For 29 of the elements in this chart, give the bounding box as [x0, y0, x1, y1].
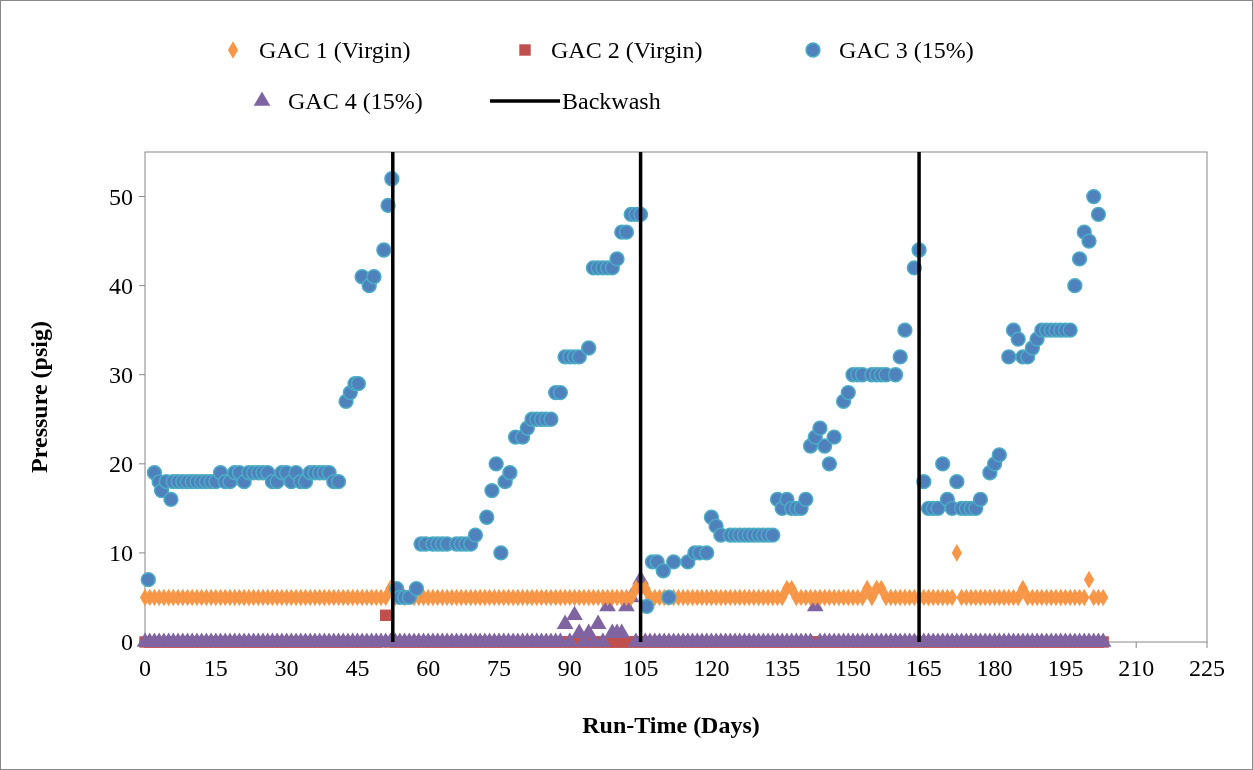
x-tick-label: 150 — [835, 655, 871, 681]
x-tick-label: 180 — [976, 655, 1013, 681]
legend-label: GAC 3 (15%) — [839, 37, 974, 63]
x-tick-label: 105 — [622, 655, 659, 681]
legend-label: GAC 1 (Virgin) — [259, 37, 411, 63]
y-tick-label: 20 — [109, 450, 133, 477]
y-tick-label: 50 — [109, 183, 133, 210]
x-tick-label: 210 — [1118, 655, 1155, 681]
x-tick-label: 60 — [416, 655, 441, 681]
x-axis-title: Run-Time (Days) — [582, 712, 760, 738]
legend-label: GAC 2 (Virgin) — [551, 37, 703, 63]
x-tick-label: 75 — [487, 655, 511, 681]
x-tick-label: 30 — [274, 655, 299, 681]
x-tick-label: 15 — [203, 655, 228, 681]
x-tick-label: 45 — [345, 655, 370, 681]
x-tick-label: 165 — [905, 655, 942, 681]
y-axis-title: Pressure (psig) — [26, 321, 52, 473]
legend-label: GAC 4 (15%) — [288, 88, 423, 114]
x-tick-label: 120 — [693, 655, 730, 681]
legend-label: Backwash — [562, 88, 661, 114]
y-tick-label: 40 — [109, 272, 133, 299]
x-tick-label: 0 — [139, 655, 151, 681]
y-tick-label: 0 — [121, 629, 133, 655]
x-tick-label: 135 — [764, 655, 801, 681]
y-tick-label: 30 — [109, 361, 133, 388]
x-tick-label: 90 — [557, 655, 582, 681]
x-tick-label: 225 — [1189, 655, 1225, 681]
x-tick-label: 195 — [1047, 655, 1084, 681]
y-tick-label: 10 — [109, 539, 133, 566]
